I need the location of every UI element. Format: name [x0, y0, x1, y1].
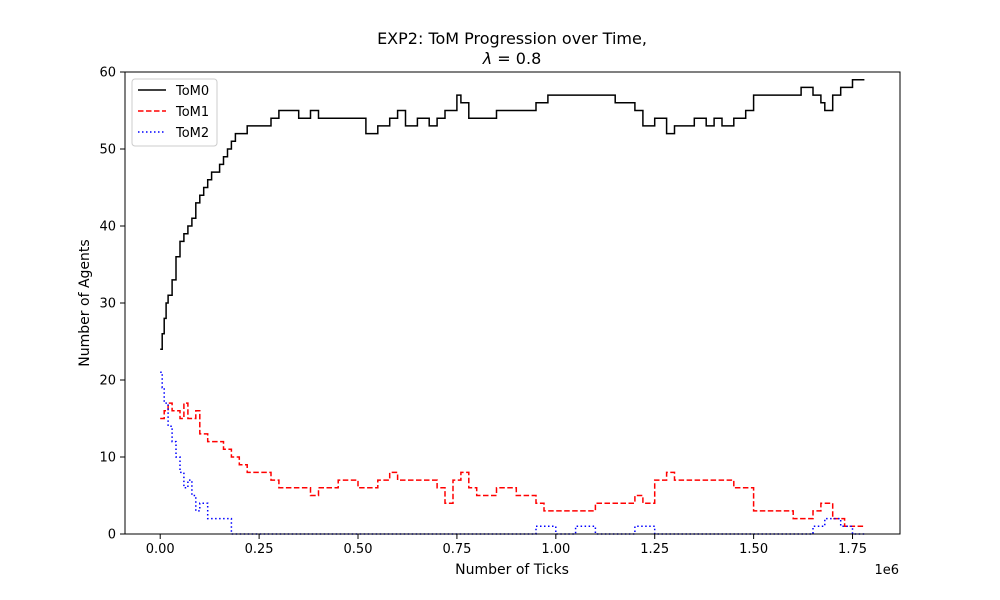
series-line-tom1: [160, 402, 865, 528]
legend-box: [131, 78, 218, 147]
x-tick-label: 1.50: [739, 542, 768, 557]
y-tick-label: 20: [99, 374, 116, 389]
x-tick-label: 1.25: [640, 542, 669, 557]
lambda-value: = 0.8: [492, 49, 541, 68]
legend-label-tom0: ToM0: [175, 84, 209, 99]
x-tick-label: 0.00: [146, 542, 175, 557]
x-axis-label: Number of Ticks: [455, 562, 569, 578]
y-axis-ticks: 0 10 20 30 40 50 60: [99, 66, 125, 543]
legend-label-tom2: ToM2: [175, 126, 209, 141]
series-line-tom0: [160, 78, 865, 350]
x-tick-label: 0.25: [245, 542, 274, 557]
x-tick-label: 0.50: [344, 542, 373, 557]
x-tick-label: 0.75: [442, 542, 471, 557]
x-axis-offset-label: 1e6: [874, 563, 899, 578]
y-tick-label: 30: [99, 297, 116, 312]
y-tick-label: 60: [99, 66, 116, 81]
y-tick-label: 50: [99, 143, 116, 158]
x-axis-ticks: 0.00 0.25 0.50 0.75 1.00 1.25 1.50 1.75: [146, 534, 867, 557]
x-tick-label: 1.75: [838, 542, 867, 557]
plot-frame: [124, 71, 901, 535]
chart-subtitle: λ = 0.8: [482, 49, 542, 68]
lambda-symbol: λ: [482, 49, 492, 68]
y-axis-label: Number of Agents: [77, 239, 93, 366]
chart-title: EXP2: ToM Progression over Time,: [377, 29, 647, 48]
series-group: [160, 78, 865, 535]
x-tick-label: 1.00: [541, 542, 570, 557]
legend-label-tom1: ToM1: [175, 105, 209, 120]
y-tick-label: 0: [108, 528, 116, 543]
legend: ToM0 ToM1 ToM2: [131, 78, 218, 147]
y-tick-label: 10: [99, 451, 116, 466]
y-tick-label: 40: [99, 220, 116, 235]
